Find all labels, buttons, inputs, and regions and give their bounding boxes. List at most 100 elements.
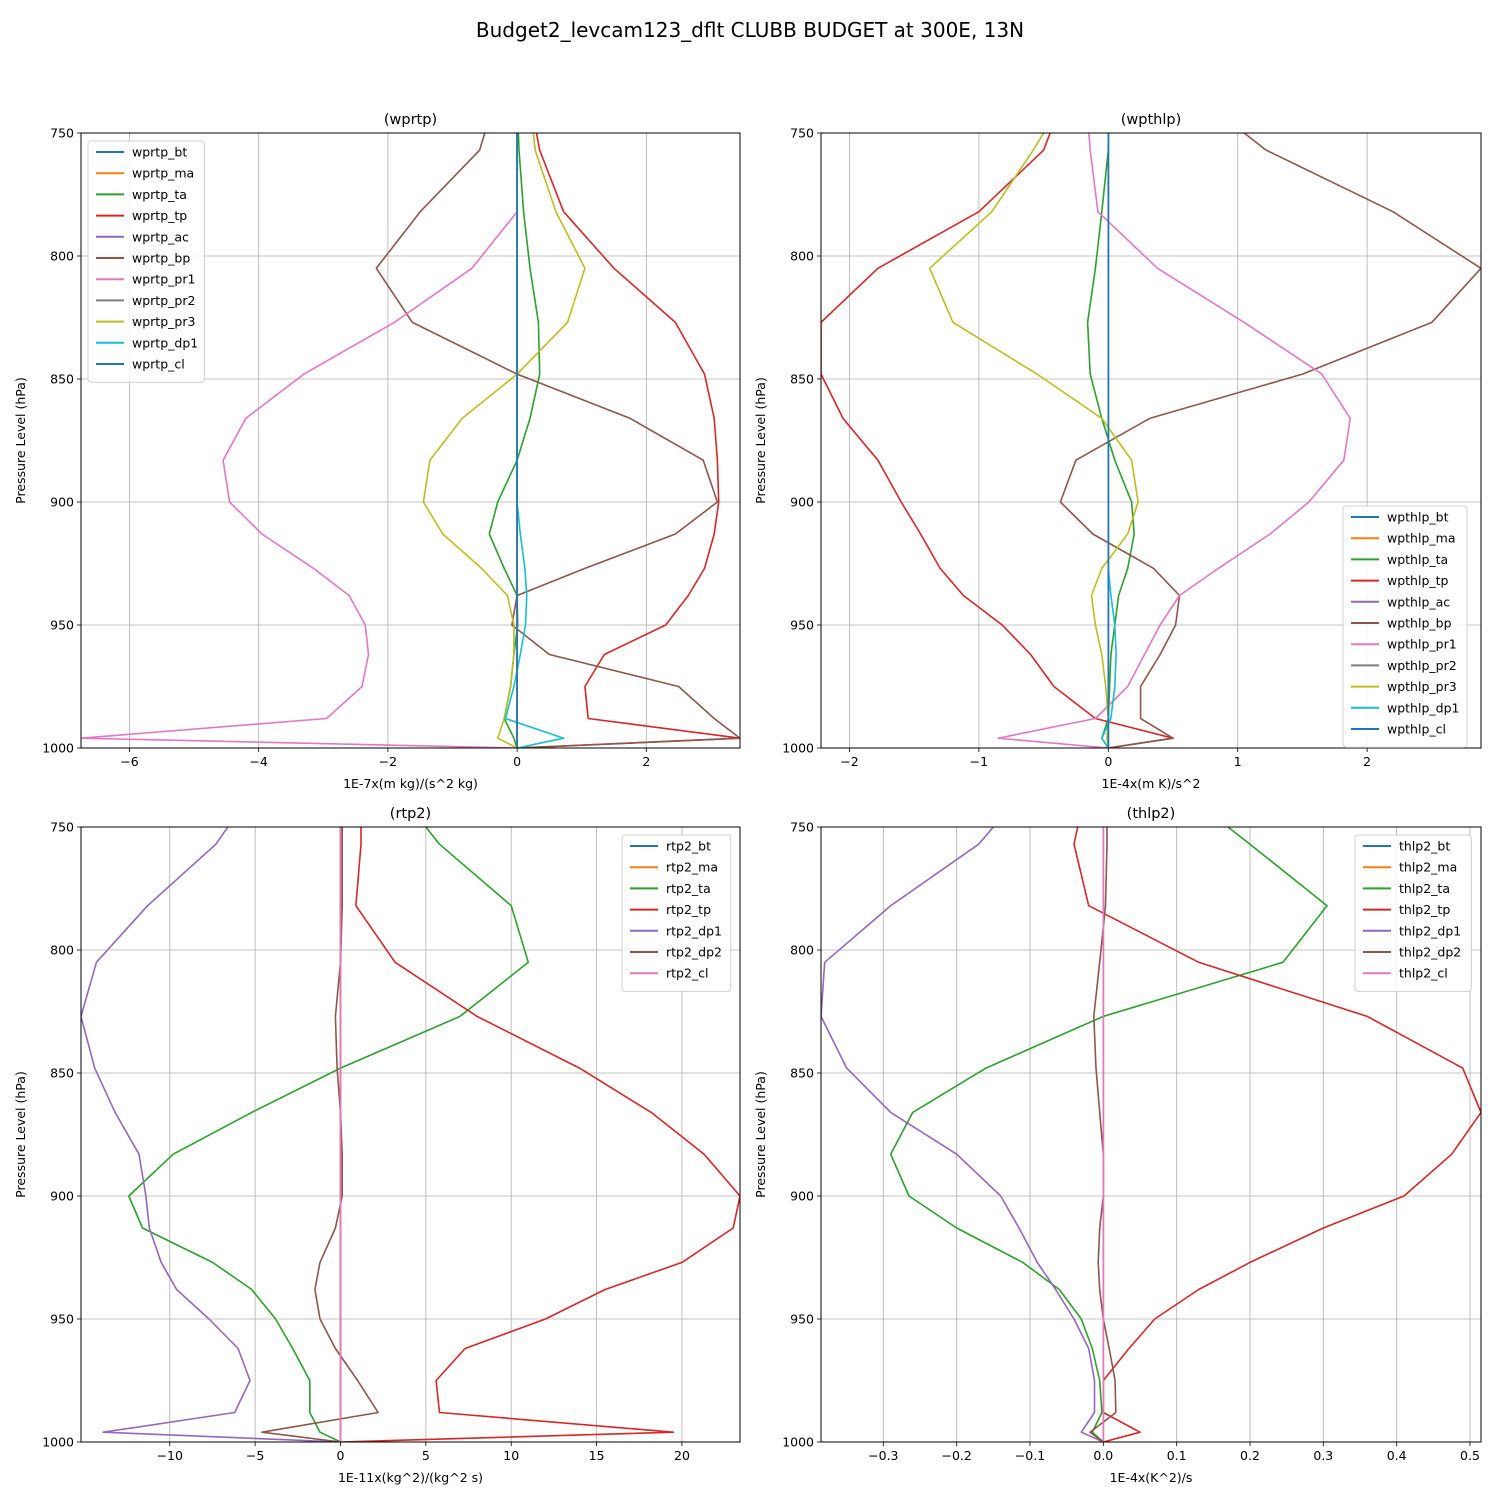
x-tick-label: 0.3 <box>1313 1448 1333 1463</box>
x-axis-label: 1E-7x(m kg)/(s^2 kg) <box>343 776 478 791</box>
x-tick-label: 0.5 <box>1460 1448 1480 1463</box>
x-tick-label: 0 <box>1104 754 1112 769</box>
legend-label: rtp2_cl <box>666 966 709 981</box>
y-axis-label: Pressure Level (hPa) <box>13 377 28 504</box>
legend-label: rtp2_bt <box>666 839 711 854</box>
legend-label: thlp2_dp1 <box>1399 923 1461 938</box>
y-tick-label: 850 <box>790 1066 814 1081</box>
legend-label: wprtp_pr3 <box>132 314 195 329</box>
series-line-rtp2_tp <box>340 827 740 1442</box>
x-tick-label: 15 <box>589 1448 605 1463</box>
x-tick-label: 2 <box>642 754 650 769</box>
subplot-title: (thlp2) <box>1127 806 1176 822</box>
y-tick-label: 800 <box>790 249 814 264</box>
y-tick-label: 950 <box>50 618 74 633</box>
series-line-wpthlp_tp <box>821 133 1174 748</box>
x-tick-label: −0.3 <box>868 1448 898 1463</box>
legend-label: rtp2_ma <box>666 860 718 875</box>
legend-label: wpthlp_tp <box>1387 573 1449 588</box>
legend-label: rtp2_dp2 <box>666 945 722 960</box>
x-axis-label: 1E-4x(K^2)/s <box>1110 1470 1193 1485</box>
series-line-wpthlp_pr1 <box>997 133 1352 748</box>
y-tick-label: 850 <box>50 1066 74 1081</box>
y-tick-label: 950 <box>50 1312 74 1327</box>
axes-frame <box>80 132 741 749</box>
y-axis-label: Pressure Level (hPa) <box>753 1071 768 1198</box>
y-tick-label: 900 <box>50 1189 74 1204</box>
series-lines <box>81 133 740 748</box>
x-tick-label: −2 <box>379 754 397 769</box>
x-axis-label: 1E-4x(m K)/s^2 <box>1102 776 1201 791</box>
y-axis-label: Pressure Level (hPa) <box>753 377 768 504</box>
legend-label: wpthlp_dp1 <box>1387 700 1459 715</box>
y-tick-label: 900 <box>790 1189 814 1204</box>
legend: wpthlp_bt wpthlp_ma wpthlp_ta wpthlp_tpwpth… <box>1342 505 1468 748</box>
legend-label: wpthlp_bt <box>1387 510 1449 525</box>
y-tick-label: 800 <box>50 943 74 958</box>
legend-label: wpthlp_cl <box>1387 722 1446 737</box>
subplot-title: (wprtp) <box>384 112 437 128</box>
x-tick-label: −4 <box>249 754 267 769</box>
legend: wprtp_bt wprtp_ma wprtp_ta wprtp_tp wprtp_ac… <box>87 140 205 383</box>
y-tick-label: 800 <box>50 249 74 264</box>
series-line-rtp2_ta <box>128 827 530 1442</box>
legend-label: wprtp_ac <box>132 229 189 244</box>
legend-label: thlp2_cl <box>1399 966 1448 981</box>
y-tick-label: 1000 <box>42 1435 74 1450</box>
x-tick-label: −0.1 <box>1015 1448 1045 1463</box>
legend-label: wpthlp_pr3 <box>1387 679 1457 694</box>
axes-frame <box>80 826 741 1443</box>
y-tick-label: 950 <box>790 1312 814 1327</box>
legend-label: wpthlp_pr1 <box>1387 637 1457 652</box>
legend-label: thlp2_bt <box>1399 839 1450 854</box>
y-tick-label: 800 <box>790 943 814 958</box>
x-tick-label: 1 <box>1234 754 1242 769</box>
y-tick-label: 1000 <box>782 1435 814 1450</box>
y-axis-label: Pressure Level (hPa) <box>13 1071 28 1198</box>
legend-label: wprtp_pr2 <box>132 293 195 308</box>
series-line-wprtp_pr1 <box>81 133 518 748</box>
subplot-3: −0.3 −0.2 −0.1 0.0 0.1 0.2 0.3 0.4 0.5 750 800 850 9… <box>753 806 1482 1485</box>
axes-frame <box>820 826 1482 1443</box>
series-line-wpthlp_bp <box>1059 133 1481 748</box>
series-line-thlp2_ta <box>889 827 1328 1442</box>
legend-label: wprtp_bp <box>132 251 190 266</box>
legend: rtp2_bt rtp2_ma rtp2_ta rtp2_tp rtp2_dp1 rtp2… <box>621 834 732 992</box>
y-tick-label: 750 <box>50 126 74 141</box>
legend-label: wprtp_dp1 <box>132 335 198 350</box>
x-tick-label: −0.2 <box>941 1448 971 1463</box>
x-tick-label: 5 <box>422 1448 430 1463</box>
series-lines <box>81 827 740 1442</box>
x-tick-label: 10 <box>503 1448 519 1463</box>
subplot-panels: −6 −4 −2 0 27508008509009501000(wprtp)1E-7x(… <box>13 112 1482 1485</box>
subplot-2: −10 −5 0 5 10 15 20 750 800 850 900 950 1000 (rtp2) 1E… <box>13 806 741 1485</box>
legend-label: wprtp_cl <box>132 357 185 372</box>
legend-label: wprtp_ma <box>132 166 194 181</box>
legend-label: rtp2_tp <box>666 902 711 917</box>
axes-frame <box>820 132 1482 749</box>
x-tick-label: −2 <box>840 754 858 769</box>
x-tick-label: 0.1 <box>1167 1448 1187 1463</box>
y-tick-label: 1000 <box>782 741 814 756</box>
x-tick-label: 0 <box>513 754 521 769</box>
legend-label: rtp2_ta <box>666 881 711 896</box>
legend-label: wprtp_tp <box>132 208 187 223</box>
series-line-wprtp_tp <box>517 133 740 748</box>
legend-label: wpthlp_pr2 <box>1387 658 1457 673</box>
legend-label: wpthlp_ac <box>1387 594 1450 609</box>
series-line-rtp2_dp1 <box>81 827 341 1442</box>
legend-label: wprtp_bt <box>132 145 187 160</box>
figure-title: Budget2_levcam123_dflt CLUBB BUDGET at 3… <box>476 18 1024 42</box>
series-line-wpthlp_pr3 <box>928 133 1139 748</box>
legend-label: thlp2_ma <box>1399 860 1457 875</box>
x-tick-label: 0.4 <box>1387 1448 1407 1463</box>
subplot-1: −2 −1 0 1 2 750 800 850 900 950 1000 (wpthlp) 1E-4x(… <box>753 112 1482 791</box>
series-line-thlp2_dp1 <box>821 827 1104 1442</box>
legend-label: thlp2_ta <box>1399 881 1450 896</box>
series-line-wprtp_bp <box>375 133 740 748</box>
x-tick-label: 0.2 <box>1240 1448 1260 1463</box>
series-lines <box>821 133 1481 748</box>
legend-label: wpthlp_bp <box>1387 616 1452 631</box>
legend-label: wprtp_ta <box>132 187 187 202</box>
